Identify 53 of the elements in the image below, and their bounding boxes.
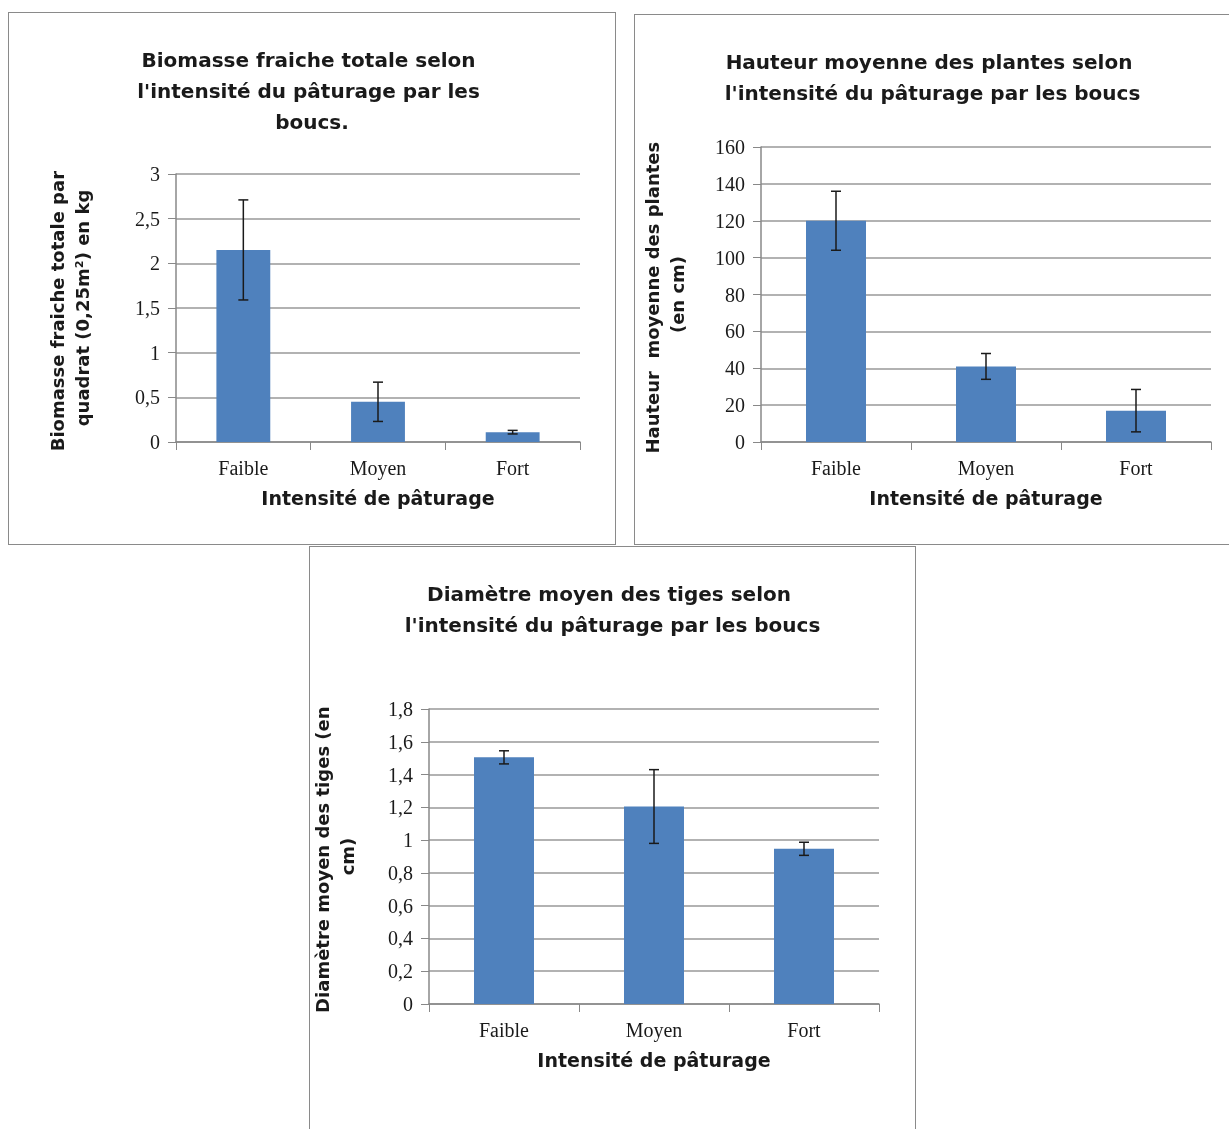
y-tick-label: 0,2 <box>388 960 413 983</box>
y-tick-label: 160 <box>715 136 745 158</box>
bar <box>485 432 540 442</box>
y-tick-label: 0 <box>403 993 413 1015</box>
y-axis-title: Hauteur moyenne des plantes (en cm) <box>642 135 688 454</box>
bar <box>806 220 866 442</box>
y-tick-label: 1,5 <box>135 297 160 319</box>
x-tick-label: Faible <box>811 457 862 479</box>
chart-title: Biomasse fraiche totale selon l'intensité du pâturage par les boucs. <box>137 47 487 134</box>
y-tick-label: 1,2 <box>388 796 413 819</box>
x-tick-label: Fort <box>787 1019 822 1041</box>
chart-title: Hauteur moyenne des plantes selon l'intensité du pâturage par les boucs <box>724 49 1141 105</box>
y-tick-label: 0,5 <box>135 386 160 409</box>
x-tick-label: Fort <box>1119 457 1154 479</box>
bar <box>351 401 405 442</box>
y-tick-label: 0,4 <box>388 927 413 950</box>
y-tick-label: 140 <box>715 172 745 195</box>
x-tick-label: Faible <box>218 457 269 479</box>
y-tick-label: 80 <box>725 283 745 306</box>
y-tick-label: 1 <box>403 829 413 852</box>
bar <box>624 806 684 1004</box>
x-tick-label: Fort <box>495 457 530 479</box>
y-axis-title: Biomasse fraiche totale par quadrat (0,25m²) en kg <box>47 164 93 452</box>
y-tick-label: 20 <box>725 394 745 417</box>
bar <box>216 249 271 442</box>
x-tick-label: Moyen <box>957 457 1015 480</box>
y-tick-label: 1,8 <box>388 698 413 720</box>
bar <box>956 366 1016 442</box>
y-tick-label: 2,5 <box>135 207 160 230</box>
y-tick-label: 0 <box>150 431 160 453</box>
x-axis-title: Intensité de pâturage <box>869 486 1103 509</box>
x-tick-label: Faible <box>479 1019 530 1041</box>
y-tick-label: 60 <box>725 320 745 343</box>
x-tick-label: Moyen <box>349 457 407 480</box>
y-tick-label: 40 <box>725 357 745 380</box>
bar <box>1106 410 1166 442</box>
y-tick-label: 1 <box>150 341 160 364</box>
y-tick-label: 0,8 <box>388 861 413 884</box>
y-tick-label: 0,6 <box>388 894 413 917</box>
y-tick-label: 120 <box>715 209 745 232</box>
y-axis-title: Diamètre moyen des tiges (en cm) <box>312 700 358 1013</box>
x-axis-title: Intensité de pâturage <box>537 1048 771 1071</box>
y-tick-label: 1,4 <box>388 763 413 786</box>
bar <box>474 757 534 1004</box>
x-axis-title: Intensité de pâturage <box>261 486 495 509</box>
y-tick-label: 1,6 <box>388 730 413 753</box>
y-tick-label: 3 <box>150 163 160 185</box>
y-tick-label: 0 <box>735 431 745 453</box>
y-tick-label: 2 <box>150 252 160 275</box>
y-tick-label: 100 <box>715 246 745 269</box>
chart-title: Diamètre moyen des tiges selon l'intensité du pâturage par les boucs <box>404 581 821 637</box>
x-tick-label: Moyen <box>625 1019 683 1042</box>
bar <box>774 848 834 1004</box>
